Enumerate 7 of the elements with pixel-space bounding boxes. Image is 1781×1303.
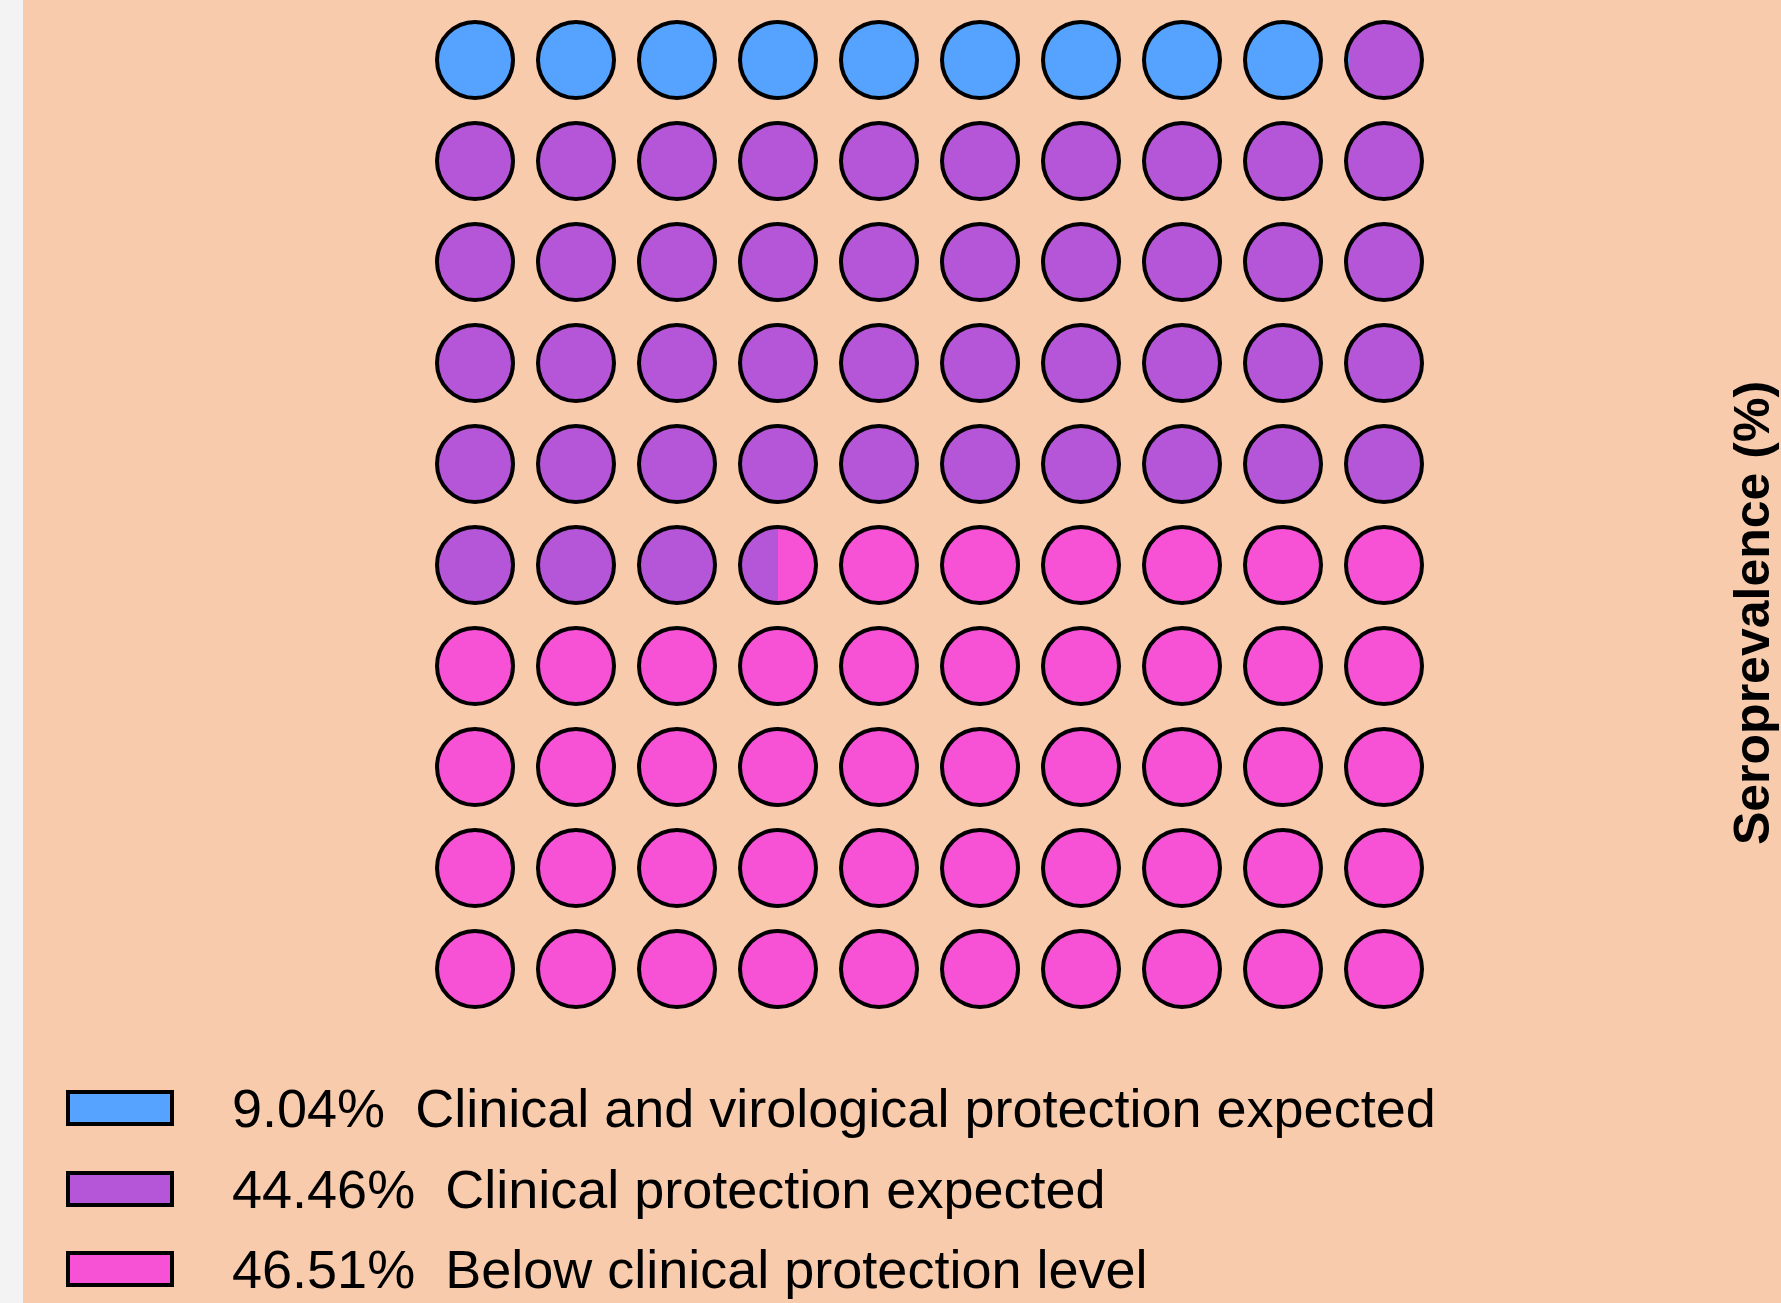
- data-label: 9.04%: [232, 1078, 386, 1138]
- category-label: Clinical and virological protection expected: [415, 1078, 1436, 1138]
- category-label: Clinical protection expected: [445, 1159, 1106, 1219]
- category-label: Below clinical protection level: [445, 1239, 1148, 1299]
- text: Seroprevalence (%): [1724, 380, 1780, 846]
- data-label: 46.51%: [232, 1239, 416, 1299]
- data-label: 44.46%: [232, 1159, 416, 1219]
